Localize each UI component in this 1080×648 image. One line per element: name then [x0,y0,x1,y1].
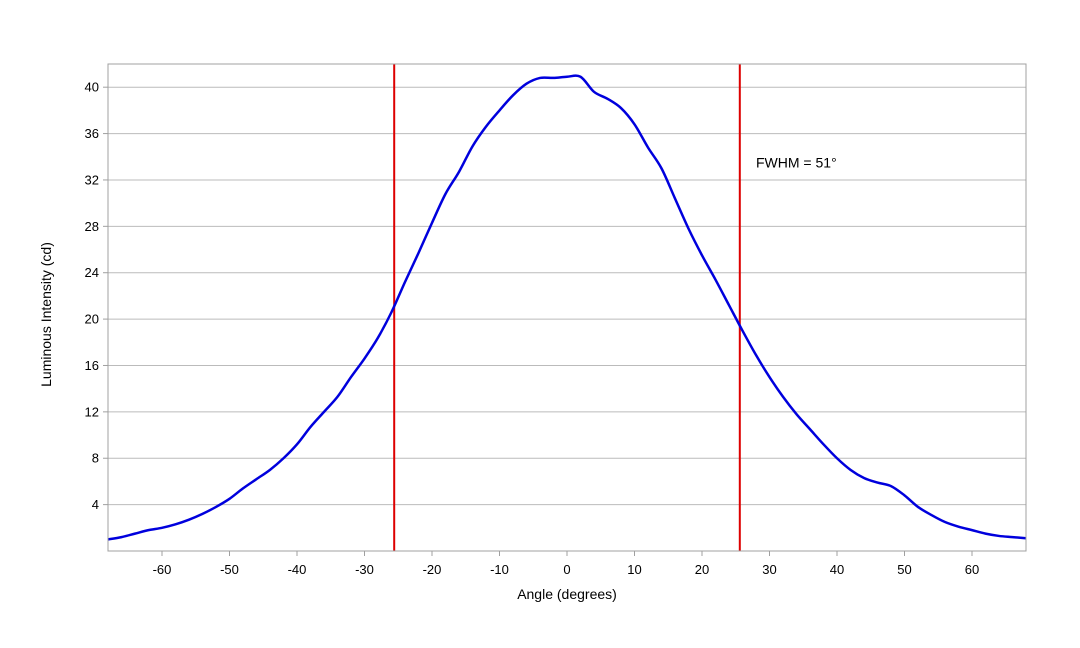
y-tick-label: 20 [85,312,99,327]
x-tick-label: -40 [288,562,307,577]
y-tick-label: 12 [85,404,99,419]
series-group [107,74,1027,541]
x-tick-label: 60 [965,562,979,577]
y-tick-label: 8 [92,451,99,466]
x-axis-ticks: -60 -50 -40 -30 -20 -10 0 10 20 30 40 50 60 [153,551,979,577]
x-tick-label: -60 [153,562,172,577]
x-axis-title: Angle (degrees) [517,586,617,602]
x-tick-label: 20 [695,562,709,577]
x-tick-label: 40 [830,562,844,577]
y-tick-label: 24 [85,265,99,280]
y-tick-label: 36 [85,126,99,141]
x-tick-label: 0 [563,562,570,577]
x-tick-label: -20 [423,562,442,577]
y-tick-label: 28 [85,219,99,234]
intensity-line [107,74,1027,541]
y-axis-ticks: 4 8 12 16 20 24 28 32 36 40 [85,80,108,512]
x-tick-label: -30 [355,562,374,577]
y-tick-label: 40 [85,80,99,95]
x-tick-label: -10 [490,562,509,577]
y-tick-label: 4 [92,497,99,512]
gridlines [108,86,1026,506]
x-tick-label: -50 [220,562,239,577]
fwhm-annotation: FWHM = 51° [756,155,837,171]
x-tick-label: 10 [627,562,641,577]
x-tick-label: 50 [897,562,911,577]
y-axis-title: Luminous Intensity (cd) [38,242,54,387]
x-tick-label: 30 [762,562,776,577]
y-tick-label: 32 [85,172,99,187]
y-tick-label: 16 [85,358,99,373]
